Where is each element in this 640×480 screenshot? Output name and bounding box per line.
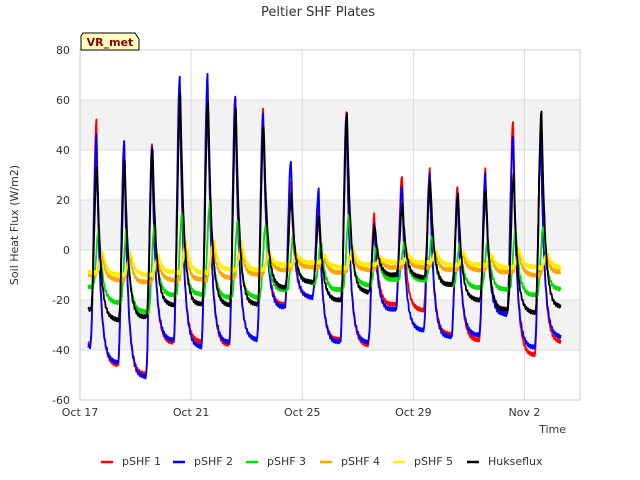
axes [79,49,581,401]
site-badge-box [80,32,140,51]
legend-label: pSHF 1 [122,455,161,468]
y-tick-label: 60 [56,94,70,107]
x-tick-label: Oct 21 [173,406,210,419]
legend-label: pSHF 5 [414,455,453,468]
legend-label: pSHF 2 [194,455,233,468]
legend-label: Hukseflux [488,455,543,468]
y-tick-label: 0 [63,244,70,257]
y-tick-label: -20 [52,294,70,307]
legend-label: pSHF 3 [267,455,306,468]
x-tick-label: Oct 17 [62,406,99,419]
tick-labels: -60 -40 -20 0 20 40 60 80 Oct 17 Oct 21 Oct 25 Oct … [52,44,540,419]
legend: pSHF 1 pSHF 2 pSHF 3 pSHF 4 pSHF 5 Hukseflux [101,455,543,468]
y-tick-label: -40 [52,344,70,357]
site-badge: VR_met [80,32,140,51]
y-tick-label: -60 [52,394,70,407]
chart-title: Peltier SHF Plates [261,5,375,20]
plot-area [87,73,562,380]
y-tick-label: 40 [56,144,70,157]
site-badge-label: VR_met [87,36,134,49]
series-line [87,92,562,323]
plot-band [80,100,580,150]
y-axis-label: Soil Heat Flux (W/m2) [8,165,21,285]
x-axis-label: Time [538,423,566,436]
x-tick-label: Oct 29 [395,406,432,419]
x-tick-label: Oct 25 [284,406,321,419]
x-tick-label: Nov 2 [508,406,540,419]
plot-band [80,200,580,250]
y-tick-label: 80 [56,44,70,57]
y-tick-label: 20 [56,194,70,207]
plot-frame [79,49,581,401]
legend-label: pSHF 4 [341,455,380,468]
